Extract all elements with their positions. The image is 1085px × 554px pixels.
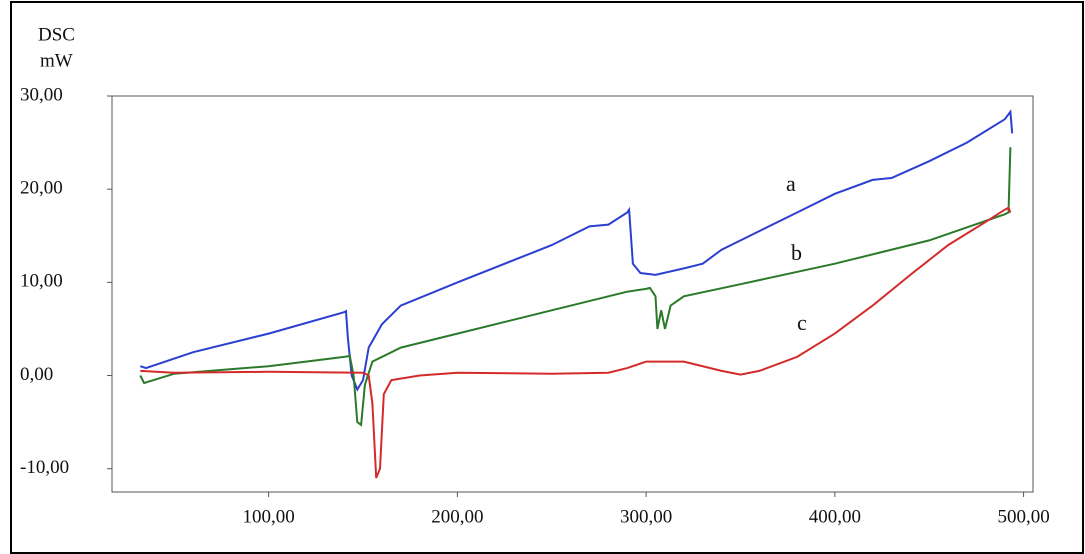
- x-tick-label: 500,00: [997, 506, 1049, 527]
- y-tick-label: 30,00: [20, 84, 63, 105]
- x-tick-label: 200,00: [431, 506, 483, 527]
- y-tick-label: 0,00: [20, 364, 53, 385]
- curve-label: b: [791, 240, 802, 265]
- y-tick-label: 20,00: [20, 178, 63, 199]
- x-tick-label: 100,00: [243, 506, 295, 527]
- chart: DSC mW -10,00 0,00 10,00 20,00 30,00 100,00 20…: [0, 0, 1085, 554]
- x-tick-label: 400,00: [809, 506, 861, 527]
- x-tick-label: 300,00: [620, 506, 672, 527]
- plot-area: [112, 96, 1033, 492]
- curve-label: c: [797, 310, 807, 335]
- series-line: [140, 147, 1010, 425]
- y-axis-title: DSC: [38, 24, 75, 45]
- y-axis-unit: mW: [40, 50, 73, 71]
- curve-label: a: [786, 171, 796, 196]
- y-tick-label: -10,00: [20, 457, 69, 478]
- series-line: [140, 208, 1010, 478]
- y-tick-label: 10,00: [20, 271, 63, 292]
- series-line: [140, 112, 1012, 390]
- frame: [11, 2, 1083, 553]
